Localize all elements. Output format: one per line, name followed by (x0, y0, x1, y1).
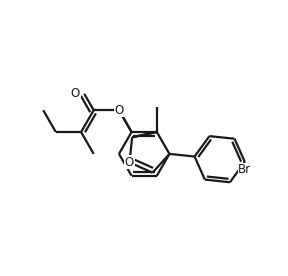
Text: O: O (71, 87, 80, 100)
Text: Br: Br (238, 163, 251, 176)
Text: O: O (125, 156, 134, 169)
Text: O: O (114, 104, 124, 117)
